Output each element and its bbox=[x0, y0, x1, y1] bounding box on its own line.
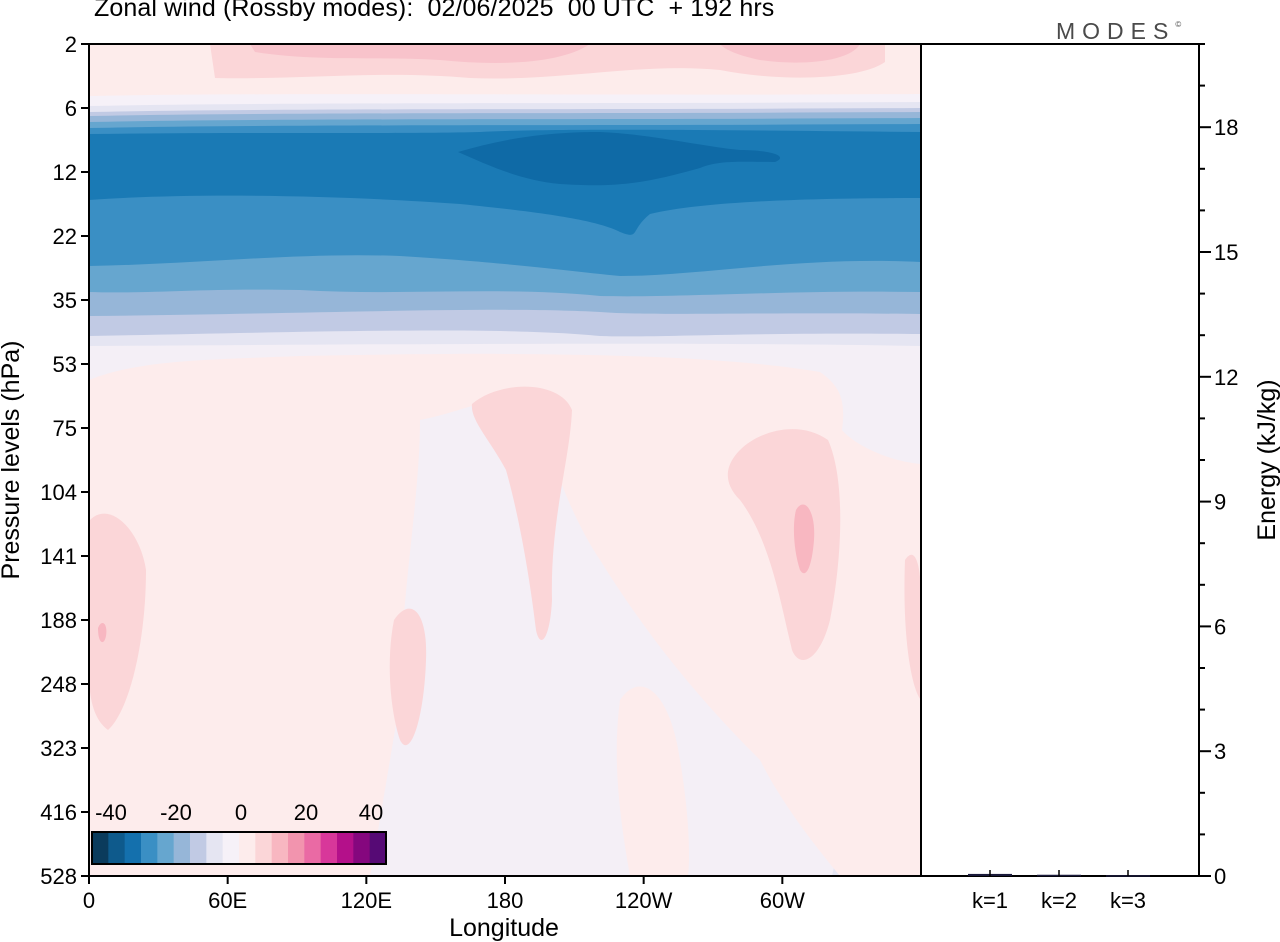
y-axis-label: Pressure levels (hPa) bbox=[0, 341, 25, 580]
pressure-tick-label: 22 bbox=[53, 224, 77, 249]
energy-tick-label: 15 bbox=[1214, 240, 1238, 265]
contour-low-pos-5a bbox=[89, 353, 921, 876]
colorbar-cell bbox=[206, 832, 224, 864]
contour-low-pos-15b bbox=[98, 622, 107, 643]
colorbar-cell bbox=[369, 832, 387, 864]
colorbar-tick-label: -40 bbox=[95, 800, 127, 825]
energy-tick-label: 6 bbox=[1214, 614, 1226, 639]
longitude-tick-label: 120W bbox=[615, 888, 673, 913]
longitude-tick-label: 60E bbox=[208, 888, 247, 913]
colorbar-cell bbox=[157, 832, 175, 864]
contour-top-pos3 bbox=[250, 44, 590, 63]
colorbar-frame bbox=[91, 831, 387, 865]
longitude-axis-ticks: 0 60E 120E 180 120W 60W bbox=[83, 876, 805, 913]
contour-low-pos-10e bbox=[904, 554, 921, 700]
pressure-tick-label: 188 bbox=[40, 608, 77, 633]
pressure-tick-label: 323 bbox=[40, 736, 77, 761]
contour-low-pos-15a bbox=[793, 504, 815, 574]
energy-panel bbox=[921, 43, 1200, 877]
contour-top-pos3b bbox=[720, 44, 860, 63]
pressure-tick-label: 35 bbox=[53, 288, 77, 313]
contour-low-pos-5c bbox=[236, 648, 322, 876]
chart-title: Zonal wind (Rossby modes): 02/06/2025 00… bbox=[94, 0, 775, 22]
colorbar-cell bbox=[173, 832, 191, 864]
colorbar-cell bbox=[222, 832, 240, 864]
colorbar-labels: -40 -20 0 20 40 bbox=[95, 800, 383, 825]
x-axis-label: Longitude bbox=[449, 914, 559, 942]
energy-category-label: k=3 bbox=[1110, 888, 1146, 913]
colorbar-tick-label: 20 bbox=[294, 800, 318, 825]
pressure-tick-label: 104 bbox=[40, 480, 77, 505]
energy-tick-label: 0 bbox=[1214, 864, 1226, 889]
energy-tick-label: 18 bbox=[1214, 115, 1238, 140]
pressure-tick-label: 416 bbox=[40, 800, 77, 825]
colorbar-tick-label: -20 bbox=[160, 800, 192, 825]
pressure-tick-label: 75 bbox=[53, 416, 77, 441]
colorbar-cell bbox=[271, 832, 289, 864]
contour-low-pos-10d bbox=[389, 608, 427, 746]
contour-low-pos-10c bbox=[89, 513, 146, 730]
colorbar-cell bbox=[108, 832, 126, 864]
colorbar-cell bbox=[190, 832, 207, 864]
pressure-tick-label: 2 bbox=[65, 32, 77, 57]
energy-bars: k=1 k=2 k=3 bbox=[968, 870, 1150, 913]
colorbar-cell bbox=[124, 832, 142, 864]
contour-low-pos-10b bbox=[727, 429, 841, 660]
longitude-tick-label: 0 bbox=[83, 888, 95, 913]
colorbar-cells bbox=[92, 832, 387, 864]
energy-tick-label: 3 bbox=[1214, 739, 1226, 764]
colorbar-cell bbox=[353, 832, 371, 864]
colorbar-cell bbox=[337, 832, 354, 864]
zonal-wind-heatmap bbox=[89, 44, 921, 876]
longitude-tick-label: 180 bbox=[487, 888, 524, 913]
pressure-tick-label: 248 bbox=[40, 672, 77, 697]
pressure-tick-label: 141 bbox=[40, 544, 77, 569]
colorbar-cell bbox=[239, 832, 256, 864]
energy-axis-label: Energy (kJ/kg) bbox=[1253, 379, 1280, 540]
pressure-tick-label: 53 bbox=[53, 352, 77, 377]
modes-logo: MODES© bbox=[1056, 18, 1181, 45]
contour-low-pos-10a bbox=[471, 386, 572, 640]
energy-axis-ticks: 0 3 6 9 12 15 18 bbox=[1199, 43, 1238, 889]
colorbar-cell bbox=[92, 832, 109, 864]
colorbar-cell bbox=[141, 832, 158, 864]
longitude-tick-label: 60W bbox=[760, 888, 805, 913]
pressure-tick-label: 12 bbox=[53, 160, 77, 185]
colorbar-tick-label: 0 bbox=[235, 800, 247, 825]
logo-mark: © bbox=[1175, 20, 1182, 29]
energy-category-label: k=2 bbox=[1041, 888, 1077, 913]
logo-text: MODES bbox=[1056, 18, 1176, 44]
pressure-tick-label: 6 bbox=[65, 96, 77, 121]
energy-tick-label: 9 bbox=[1214, 490, 1226, 515]
colorbar-cell bbox=[255, 832, 273, 864]
energy-tick-label: 12 bbox=[1214, 365, 1238, 390]
contour-neg-35 bbox=[458, 132, 781, 186]
colorbar-cell bbox=[288, 832, 305, 864]
colorbar-cell bbox=[320, 832, 338, 864]
pressure-axis-ticks: 2 6 12 22 35 53 75 104 141 188 248 323 416 528 bbox=[40, 32, 89, 889]
colorbar-cell bbox=[304, 832, 322, 864]
colorbar: -40 -20 0 20 40 bbox=[91, 800, 387, 865]
colorbar-tick-label: 40 bbox=[359, 800, 383, 825]
pressure-tick-label: 528 bbox=[40, 864, 77, 889]
energy-category-label: k=1 bbox=[972, 888, 1008, 913]
contour-low-pos-5d bbox=[616, 686, 690, 876]
longitude-tick-label: 120E bbox=[341, 888, 392, 913]
